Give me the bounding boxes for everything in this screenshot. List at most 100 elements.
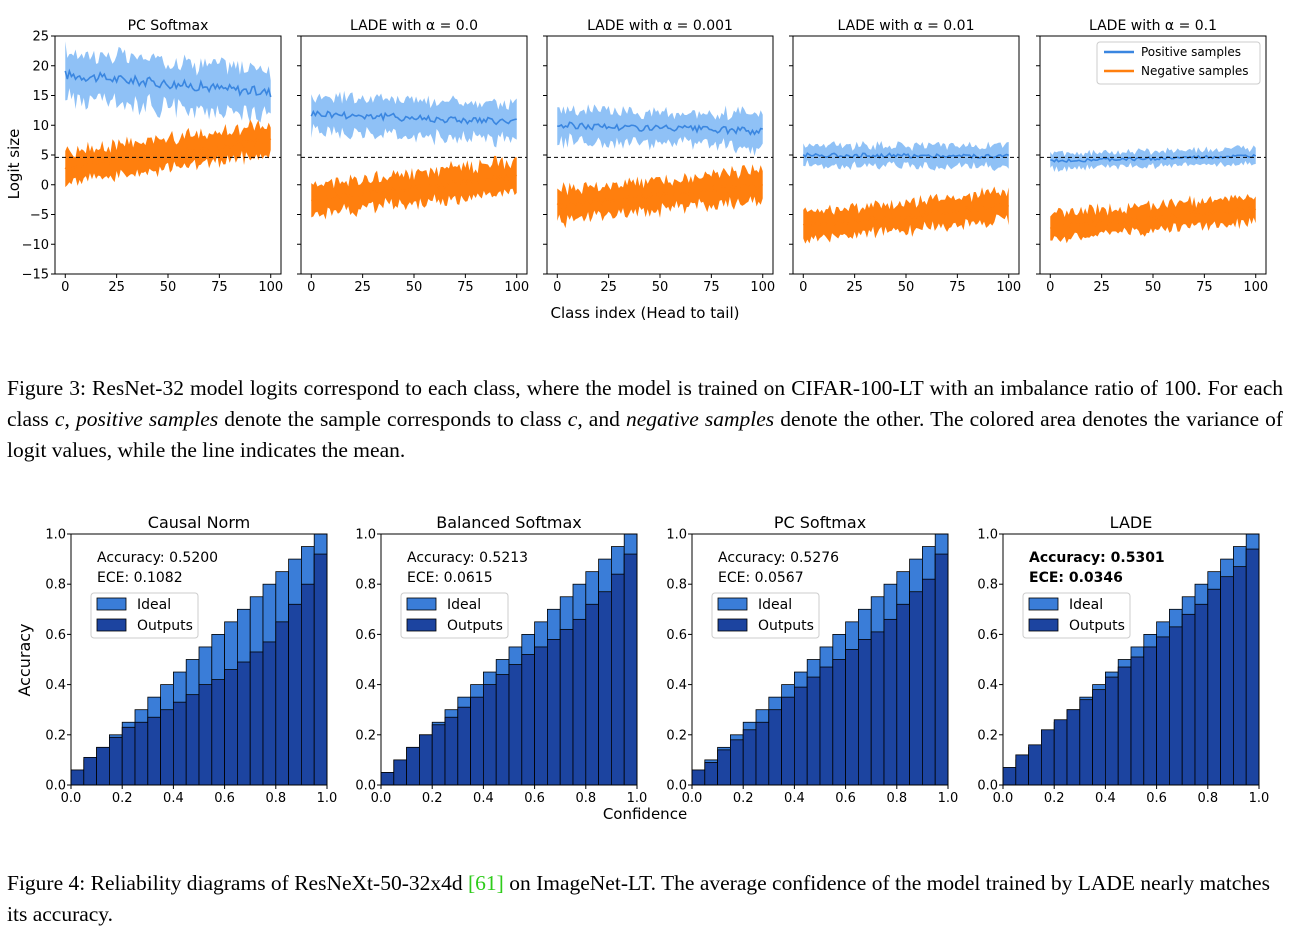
y-tick-label: 0.6 <box>977 628 998 643</box>
x-tick-label: 25 <box>846 280 863 295</box>
output-bar <box>198 684 213 786</box>
output-bar <box>909 591 923 786</box>
x-tick-label: 50 <box>406 280 423 295</box>
panel-title: LADE <box>1110 513 1153 532</box>
x-tick-label: 75 <box>949 280 966 295</box>
x-tick-label: 100 <box>750 280 775 295</box>
legend-positive-label: Positive samples <box>1141 45 1241 59</box>
x-tick-label: 0 <box>61 280 69 295</box>
accuracy-annotation: Accuracy: 0.5213 <box>407 550 528 566</box>
x-tick-label: 0.8 <box>886 791 907 806</box>
x-tick-label: 0.6 <box>214 791 235 806</box>
y-tick-label: −15 <box>22 268 49 283</box>
output-bar <box>508 664 523 786</box>
panel-title: Causal Norm <box>148 513 250 532</box>
output-bar <box>249 651 264 786</box>
accuracy-annotation: Accuracy: 0.5200 <box>97 550 218 566</box>
output-bar <box>1194 603 1209 786</box>
output-bar <box>742 729 757 786</box>
ece-annotation: ECE: 0.0615 <box>407 570 493 586</box>
panel-title: PC Softmax <box>774 513 866 532</box>
output-bar <box>922 578 936 786</box>
panel-title: PC Softmax <box>128 18 209 34</box>
output-bar <box>147 716 162 786</box>
y-tick-label: −10 <box>22 238 49 253</box>
output-bar <box>623 553 638 786</box>
figure-4-reliability-diagrams: Causal Norm0.00.00.20.20.40.40.60.60.80.… <box>15 513 1269 823</box>
x-tick-label: 0.2 <box>422 791 443 806</box>
y-tick-label: 25 <box>32 30 49 45</box>
output-bar <box>431 724 446 786</box>
y-axis-label: Accuracy <box>15 623 34 696</box>
output-bar <box>883 618 898 786</box>
output-bar <box>870 631 885 786</box>
y-tick-label: 0.0 <box>355 779 376 794</box>
legend-ideal-swatch <box>1028 597 1059 611</box>
x-tick-label: 75 <box>457 280 474 295</box>
legend: Ideal Outputs <box>400 592 509 639</box>
y-tick-label: 0.4 <box>355 678 376 693</box>
negative-mean-line <box>311 173 518 202</box>
y-tick-label: 0.6 <box>355 628 376 643</box>
y-tick-label: 0.4 <box>977 678 998 693</box>
output-bar <box>1028 744 1042 786</box>
x-tick-label: 75 <box>1196 280 1213 295</box>
legend: Positive samples Negative samples <box>1096 41 1261 85</box>
output-bar <box>559 628 574 786</box>
output-bar <box>313 553 328 786</box>
output-bar <box>262 641 277 786</box>
positive-mean-line <box>310 109 517 126</box>
y-tick-label: 0.4 <box>45 678 66 693</box>
output-bar <box>470 696 484 786</box>
output-bar <box>730 739 744 786</box>
x-tick-label: 0.0 <box>682 791 703 806</box>
legend-ideal-swatch <box>406 597 437 611</box>
y-tick-label: 0.0 <box>666 779 687 794</box>
citation-link[interactable]: [61] <box>467 871 504 895</box>
legend-outputs-label: Outputs <box>1069 618 1125 634</box>
output-bar <box>572 618 587 786</box>
ece-annotation: ECE: 0.0346 <box>1029 570 1123 586</box>
panel-title: LADE with α = 0.0 <box>350 18 478 34</box>
panel-title: Balanced Softmax <box>436 513 581 532</box>
x-tick-label: 1.0 <box>1249 791 1270 806</box>
output-bar <box>1143 646 1158 786</box>
output-bar <box>1233 566 1247 786</box>
legend-outputs-label: Outputs <box>758 618 814 634</box>
y-tick-label: 10 <box>32 119 49 134</box>
x-tick-label: 25 <box>1093 280 1110 295</box>
y-tick-label: 0.6 <box>45 628 66 643</box>
output-bar <box>547 639 561 786</box>
x-tick-label: 0.8 <box>265 791 286 806</box>
panel-frame <box>691 533 949 786</box>
output-bar <box>70 769 85 786</box>
legend-outputs-swatch <box>1028 618 1059 632</box>
x-tick-label: 25 <box>600 280 617 295</box>
output-bar <box>585 603 599 786</box>
output-bar <box>717 749 731 786</box>
positive-variance-band <box>557 104 763 157</box>
x-tick-label: 0.4 <box>784 791 805 806</box>
x-tick-label: 0.4 <box>163 791 184 806</box>
y-tick-label: 0.8 <box>977 578 998 593</box>
panel-frame <box>300 35 528 275</box>
negative-mean-line <box>802 202 1009 229</box>
y-tick-label: 0.2 <box>45 728 66 743</box>
panel-frame <box>380 533 638 786</box>
reliability-panel: Causal Norm 0.00.0 0.2 0.2 0.4 0.4 0.6 0.6 0.8 0.… <box>45 513 337 806</box>
reliability-panel: Balanced Softmax 0.00.0 0.2 0.2 0.4 0.4 0.6 0.6… <box>355 513 647 806</box>
figure-3-caption: Figure 3: ResNet-32 model logits corresp… <box>7 376 1284 462</box>
x-tick-label: 0 <box>307 280 315 295</box>
output-bar <box>1117 666 1132 786</box>
reliability-panel: LADE 0.00.0 0.2 0.2 0.4 0.4 0.6 0.6 0.8 0.8 1.0 1.0… <box>977 513 1269 806</box>
positive-mean-line <box>557 121 763 136</box>
x-tick-label: 0.6 <box>835 791 856 806</box>
output-bar <box>1066 709 1081 786</box>
output-bar <box>211 679 226 786</box>
figure-4-caption: Figure 4: Reliability diagrams of ResNeX… <box>7 871 1270 926</box>
legend-outputs-swatch <box>717 618 748 632</box>
x-tick-label: 0.4 <box>473 791 494 806</box>
output-bar <box>819 666 834 786</box>
